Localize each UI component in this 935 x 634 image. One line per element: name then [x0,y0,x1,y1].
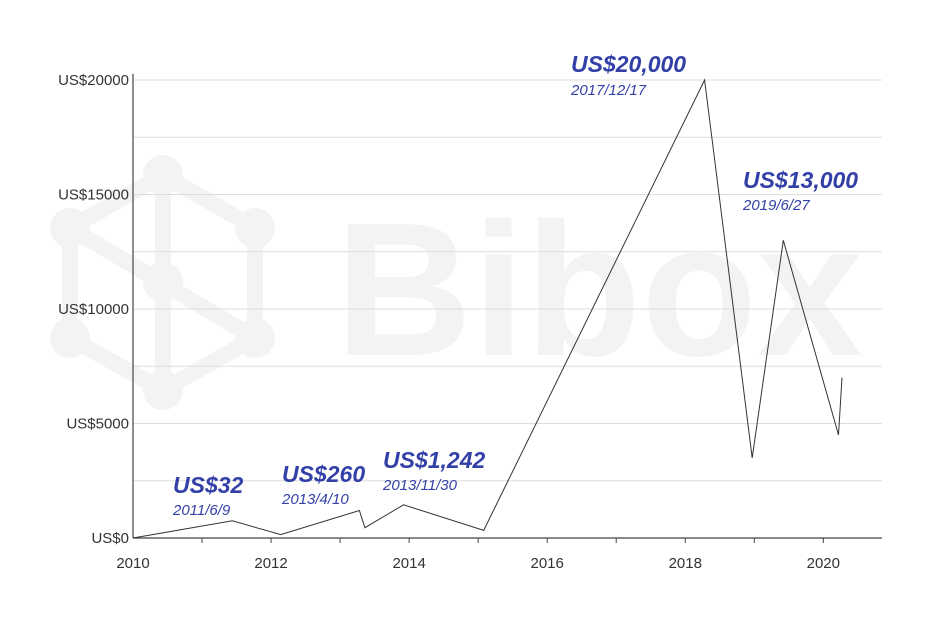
annotation-price: US$1,242 [383,447,486,473]
annotation-date: 2013/11/30 [382,477,458,494]
watermark: Bibox [50,155,863,410]
annotation-price: US$32 [173,472,244,498]
annotation-price: US$20,000 [571,51,686,77]
annotation-date: 2019/6/27 [742,197,810,214]
y-tick-label: US$15000 [58,187,129,204]
y-tick-label: US$5000 [66,416,129,433]
annotation-date: 2011/6/9 [172,502,231,519]
x-tick-label: 2018 [669,555,702,572]
y-tick-label: US$0 [91,530,129,547]
series-group [132,78,843,539]
annotations: US$32 2011/6/9 US$260 2013/4/10 US$1,242 2013… [172,51,858,519]
annotation-date: 2017/12/17 [570,82,647,99]
series-line [132,78,843,539]
watermark-text: Bibox [335,184,863,396]
y-axis-ticks: US$0 US$5000 US$10000 US$15000 US$20000 [58,72,129,547]
x-tick-label: 2012 [254,555,287,572]
x-tick-label: 2016 [531,555,564,572]
x-tick-label: 2014 [392,555,425,572]
y-tick-label: US$10000 [58,301,129,318]
annotation-price: US$13,000 [743,167,858,193]
axes [132,74,882,539]
x-axis-ticks: 2010 2012 2014 2016 2018 2020 [116,538,840,572]
x-tick-label: 2020 [807,555,840,572]
y-tick-label: US$20000 [58,72,129,89]
x-tick-label: 2010 [116,555,149,572]
annotation-date: 2013/4/10 [281,491,349,508]
annotation-price: US$260 [282,461,365,487]
